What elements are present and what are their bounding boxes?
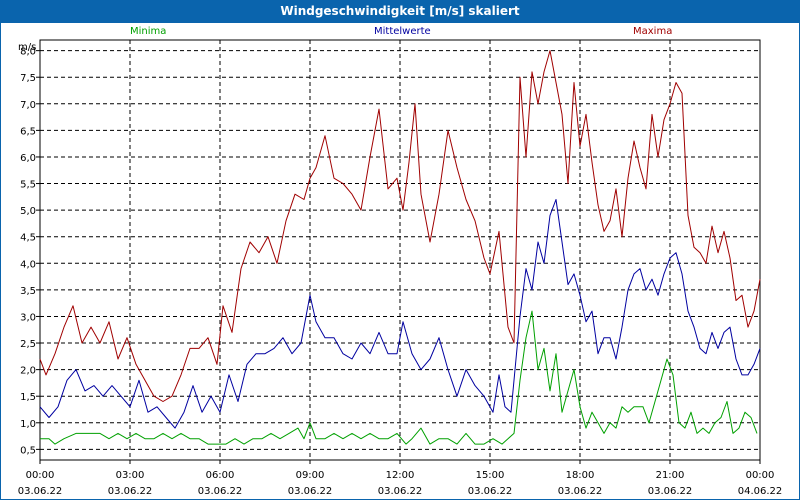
x-tick-time: 00:00: [26, 470, 55, 481]
y-tick-label: 7,5: [20, 73, 36, 84]
x-tick-date: 03.06.22: [468, 486, 513, 497]
x-tick-date: 03.06.22: [558, 486, 603, 497]
grid-lines: [40, 40, 760, 460]
x-tick-date: 04.06.22: [738, 486, 783, 497]
legend-mittelwerte: Mittelwerte: [374, 26, 431, 37]
series-line-maxima: [39, 50, 761, 402]
y-tick-label: 7,0: [20, 100, 36, 111]
y-tick-label: 6,0: [20, 153, 36, 164]
y-tick-label: 5,0: [20, 206, 36, 217]
series-line-mittelwerte: [39, 199, 761, 429]
y-tick-label: 8,0: [20, 47, 36, 58]
y-tick-label: 4,0: [20, 259, 36, 270]
y-axis-unit: m/s: [18, 42, 36, 53]
y-tick-label: 1,5: [20, 392, 36, 403]
x-axis-ticks: 00:00 03.06.22 03:00 03.06.22 06:00 03.06.22 0…: [18, 460, 783, 497]
x-tick-date: 03.06.22: [378, 486, 423, 497]
y-axis-ticks: 0,5 1,0 1,5 2,0 2,5 3,0 3,5 4,0 4,5 5,0 5,5 6,0 6,5 7…: [20, 47, 40, 456]
legend-minima: Minima: [130, 26, 167, 37]
x-tick-date: 03.06.22: [198, 486, 243, 497]
series-lines: [39, 50, 761, 445]
y-tick-label: 5,5: [20, 180, 36, 191]
y-tick-label: 0,5: [20, 445, 36, 456]
y-tick-label: 1,0: [20, 419, 36, 430]
y-tick-label: 2,0: [20, 366, 36, 377]
y-tick-label: 6,5: [20, 126, 36, 137]
series-line-minima: [40, 310, 758, 445]
y-tick-label: 2,5: [20, 339, 36, 350]
chart-title: Windgeschwindigkeit [m/s] skaliert: [280, 4, 520, 18]
x-tick-time: 21:00: [656, 470, 685, 481]
legend-maxima: Maxima: [633, 26, 673, 37]
y-tick-label: 3,0: [20, 312, 36, 323]
x-tick-date: 03.06.22: [18, 486, 63, 497]
y-tick-label: 4,5: [20, 233, 36, 244]
x-tick-time: 00:00: [746, 470, 775, 481]
x-tick-time: 18:00: [566, 470, 595, 481]
x-tick-time: 09:00: [296, 470, 325, 481]
x-tick-time: 12:00: [386, 470, 415, 481]
x-tick-date: 03.06.22: [288, 486, 333, 497]
x-tick-time: 06:00: [206, 470, 235, 481]
x-tick-time: 15:00: [476, 470, 505, 481]
chart-title-bar: Windgeschwindigkeit [m/s] skaliert: [0, 0, 800, 22]
y-tick-label: 3,5: [20, 286, 36, 297]
x-tick-time: 03:00: [116, 470, 145, 481]
x-tick-date: 03.06.22: [108, 486, 153, 497]
x-tick-date: 03.06.22: [648, 486, 693, 497]
